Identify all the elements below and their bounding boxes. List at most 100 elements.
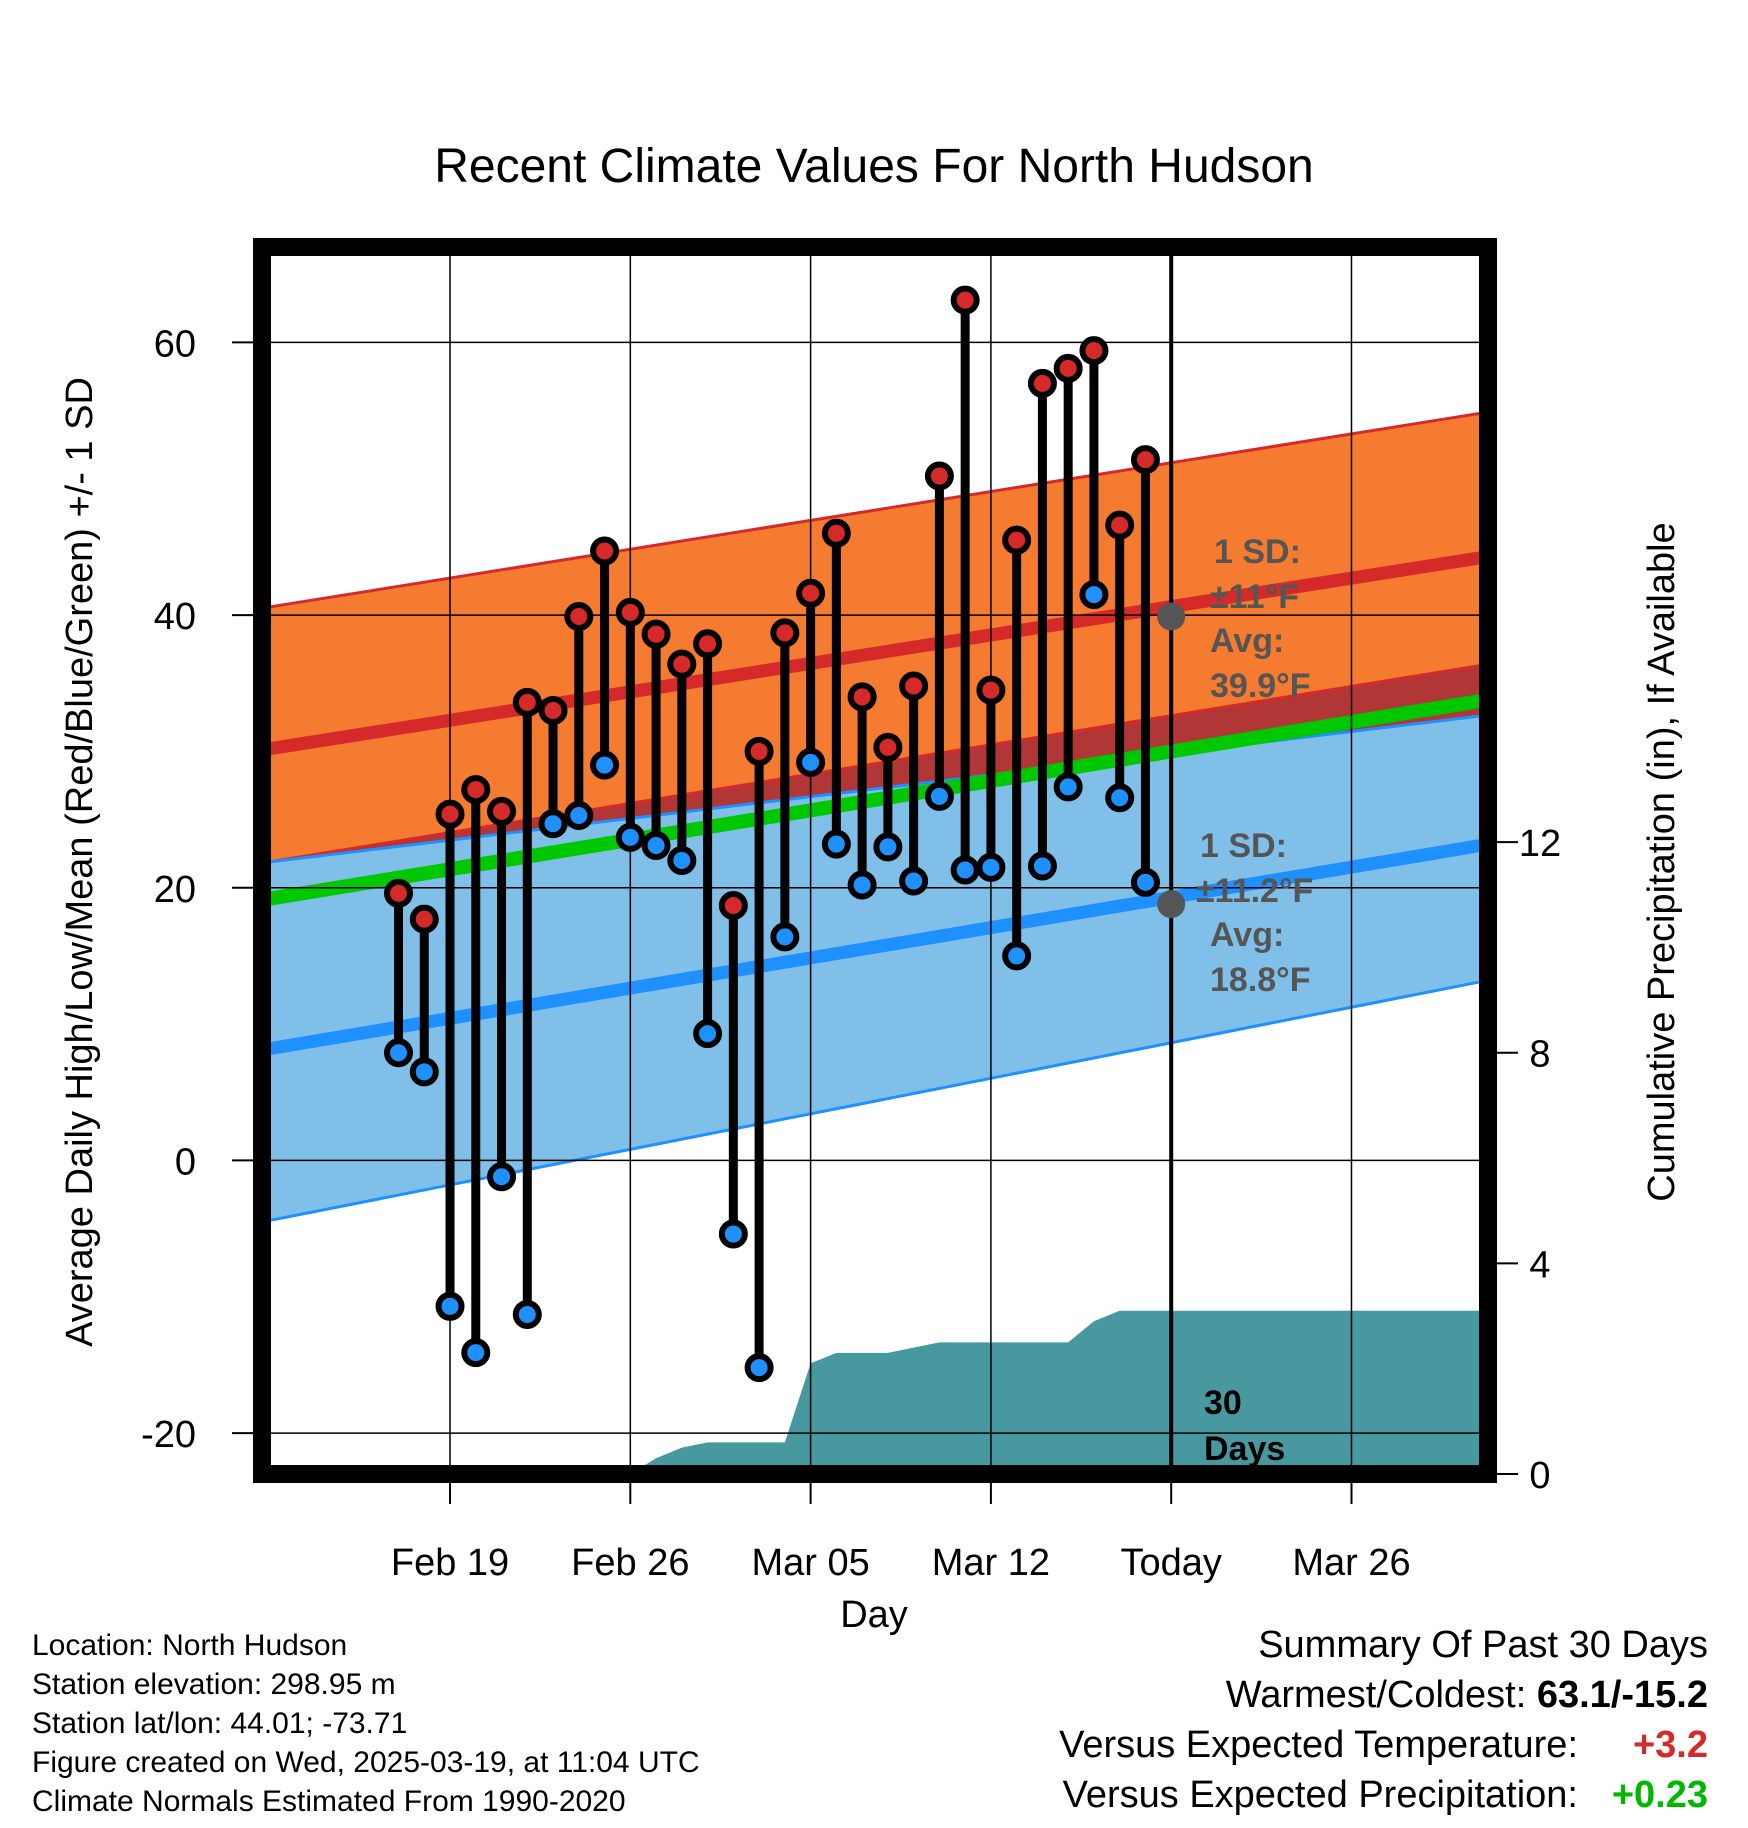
- obs-high-point: [1053, 353, 1083, 383]
- obs-low-point: [461, 1338, 491, 1368]
- obs-low-point: [435, 1291, 465, 1321]
- x-tick-label: Mar 12: [932, 1542, 1050, 1584]
- y2-tick-label: 4: [1529, 1244, 1550, 1286]
- obs-low-point: [899, 866, 929, 896]
- high-avg-marker: [1157, 602, 1186, 631]
- obs-low-point: [821, 829, 851, 859]
- window-days-label: Days: [1204, 1430, 1285, 1468]
- obs-low-point: [976, 852, 1006, 882]
- warm-cold-label: Warmest/Coldest:: [1225, 1674, 1537, 1716]
- obs-low-point: [1002, 941, 1032, 971]
- x-axis-title: Day: [840, 1594, 908, 1636]
- obs-high-point: [744, 736, 774, 766]
- y-tick-label: 0: [175, 1141, 196, 1183]
- obs-low-point: [950, 855, 980, 885]
- obs-low-point: [1105, 783, 1135, 813]
- obs-low-point: [796, 747, 826, 777]
- obs-high-point: [615, 597, 645, 627]
- obs-high-point: [847, 682, 877, 712]
- obs-high-point: [512, 687, 542, 717]
- warm-cold-value: 63.1/-15.2: [1536, 1674, 1708, 1716]
- obs-high-point: [976, 675, 1006, 705]
- y-axis-title: Average Daily High/Low/Mean (Red/Blue/Gr…: [59, 377, 101, 1347]
- high-sd-band: [269, 413, 1481, 862]
- high-sd-value: ±11°F: [1210, 578, 1299, 616]
- obs-low-point: [512, 1299, 542, 1329]
- low-sd-label: 1 SD:: [1200, 827, 1287, 865]
- obs-low-point: [487, 1162, 517, 1192]
- x-tick-label: Mar 26: [1292, 1542, 1410, 1584]
- obs-high-point: [821, 518, 851, 548]
- obs-high-point: [409, 904, 439, 934]
- station-info: Location: North Hudson Station elevation…: [32, 1626, 700, 1821]
- obs-high-point: [1105, 510, 1135, 540]
- normals-text: Climate Normals Estimated From 1990-2020: [32, 1785, 626, 1818]
- obs-low-point: [770, 922, 800, 952]
- y2-tick-label: 8: [1529, 1034, 1550, 1076]
- obs-high-point: [384, 878, 414, 908]
- plot-frame: [253, 238, 1497, 1483]
- high-upper-edge: [269, 411, 1481, 609]
- temp-label: Versus Expected Temperature:: [1059, 1724, 1578, 1766]
- obs-high-point: [796, 578, 826, 608]
- obs-low-point: [538, 809, 568, 839]
- window-days-number: 30: [1204, 1384, 1242, 1422]
- obs-low-point: [744, 1353, 774, 1383]
- low-avg-value: 18.8°F: [1210, 961, 1311, 999]
- obs-low-point: [409, 1057, 439, 1087]
- low-avg-marker: [1157, 890, 1186, 919]
- summary-precip: Versus Expected Precipitation: +0.23: [1059, 1770, 1708, 1820]
- obs-high-point: [718, 890, 748, 920]
- obs-low-point: [615, 822, 645, 852]
- summary-title: Summary Of Past 30 Days: [1258, 1624, 1708, 1666]
- temp-value: +3.2: [1632, 1724, 1708, 1766]
- x-tick-label: Feb 19: [391, 1542, 509, 1584]
- y2-tick-label: 0: [1529, 1455, 1550, 1497]
- obs-low-point: [1130, 867, 1160, 897]
- obs-low-point: [384, 1038, 414, 1068]
- high-avg-label: Avg:: [1210, 622, 1284, 660]
- high-sd-label: 1 SD:: [1214, 533, 1301, 571]
- obs-low-point: [1079, 580, 1109, 610]
- obs-high-point: [641, 619, 671, 649]
- precip-value: +0.23: [1611, 1774, 1708, 1816]
- obs-high-point: [693, 629, 723, 659]
- obs-high-point: [435, 799, 465, 829]
- location-text: Location: North Hudson: [32, 1629, 348, 1662]
- obs-high-point: [564, 601, 594, 631]
- obs-low-point: [1053, 772, 1083, 802]
- low-avg-label: Avg:: [1210, 916, 1284, 954]
- obs-high-point: [899, 671, 929, 701]
- obs-high-point: [950, 285, 980, 315]
- obs-low-point: [924, 781, 954, 811]
- elevation-text: Station elevation: 298.95 m: [32, 1668, 396, 1701]
- obs-high-point: [1079, 336, 1109, 366]
- y-tick-label: 60: [154, 323, 196, 365]
- latlon-text: Station lat/lon: 44.01; -73.71: [32, 1707, 408, 1740]
- low-sd-band: [269, 715, 1481, 1221]
- y-tick-label: 40: [154, 596, 196, 638]
- y-tick-label: -20: [141, 1414, 196, 1456]
- obs-high-point: [770, 618, 800, 648]
- summary-temp: Versus Expected Temperature: +3.2: [1059, 1720, 1708, 1770]
- high-mean-line: [268, 551, 1482, 756]
- low-sd-value: ±11.2°F: [1196, 872, 1313, 910]
- obs-high-point: [1130, 445, 1160, 475]
- y2-axis-title: Cumulative Precipitation (in), If Availa…: [1641, 522, 1683, 1201]
- obs-low-point: [1027, 851, 1057, 881]
- obs-low-point: [847, 870, 877, 900]
- summary-panel: Summary Of Past 30 Days Warmest/Coldest:…: [1059, 1620, 1708, 1820]
- summary-warm-cold: Warmest/Coldest: 63.1/-15.2: [1059, 1670, 1708, 1720]
- obs-high-point: [461, 775, 491, 805]
- obs-low-point: [693, 1019, 723, 1049]
- obs-high-point: [873, 732, 903, 762]
- chart-title: Recent Climate Values For North Hudson: [434, 140, 1314, 193]
- obs-high-point: [924, 461, 954, 491]
- obs-low-point: [590, 750, 620, 780]
- created-text: Figure created on Wed, 2025-03-19, at 11…: [32, 1746, 700, 1779]
- obs-low-point: [718, 1219, 748, 1249]
- x-tick-label: Feb 26: [571, 1542, 689, 1584]
- obs-low-point: [667, 846, 697, 875]
- obs-low-point: [641, 831, 671, 861]
